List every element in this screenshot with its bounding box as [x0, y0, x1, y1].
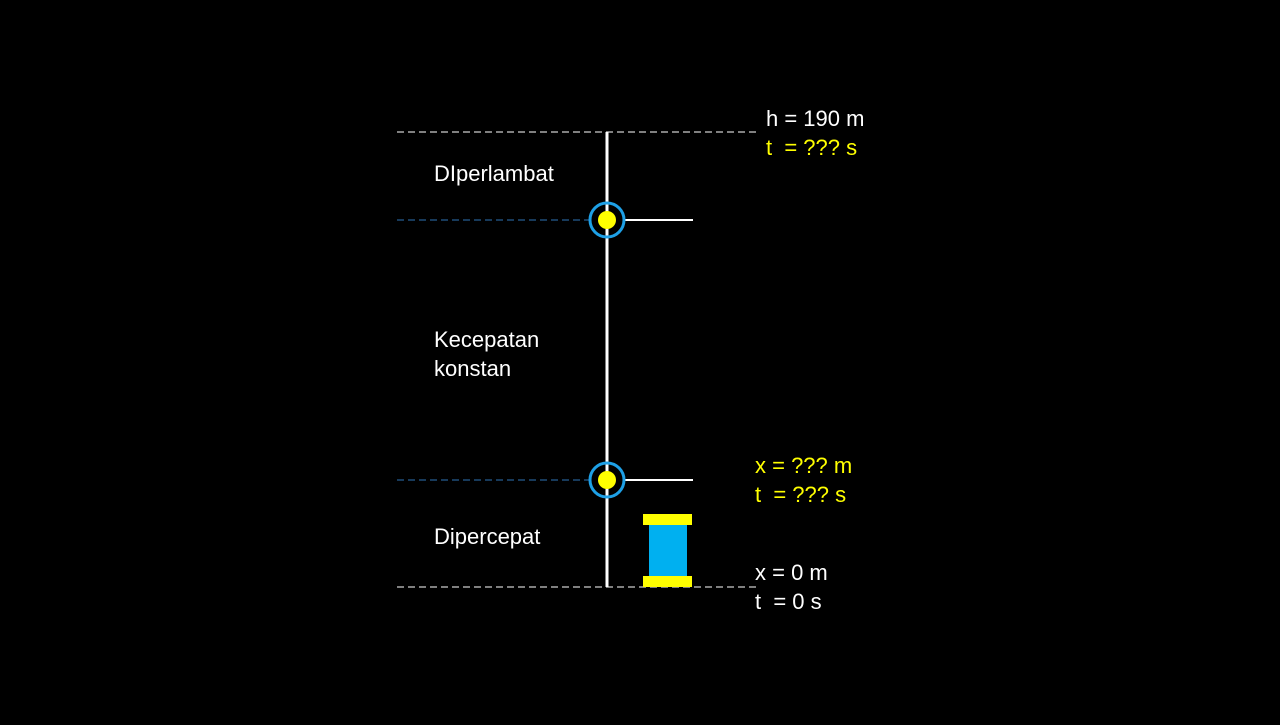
- accelerating-phase-label: Dipercepat: [434, 524, 541, 549]
- constant-speed-label-line1: Kecepatan: [434, 327, 540, 352]
- mid-time-value: t = ??? s: [755, 482, 847, 507]
- top-time-value: t = ??? s: [766, 135, 858, 160]
- upper-circle-marker-icon: [588, 201, 626, 239]
- top-height-value: h = 190 m: [766, 106, 865, 131]
- decelerating-phase-label: DIperlambat: [434, 161, 554, 186]
- start-time-value: t = 0 s: [755, 589, 822, 614]
- elevator-block-icon: [643, 514, 692, 587]
- start-position-value: x = 0 m: [755, 560, 828, 585]
- lower-circle-marker-icon: [588, 461, 626, 499]
- constant-speed-label-line2: konstan: [434, 356, 512, 381]
- mid-position-value: x = ??? m: [755, 453, 853, 478]
